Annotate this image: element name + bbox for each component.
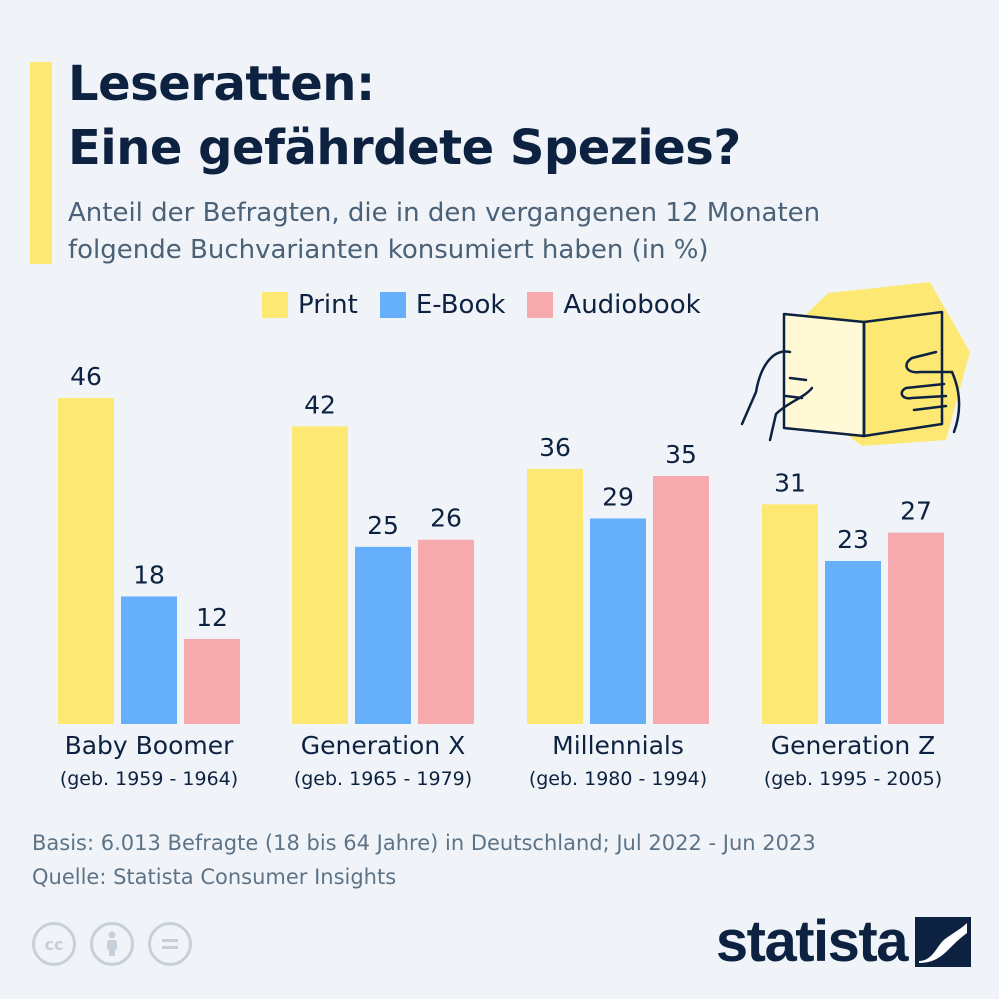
category-sublabel-generation-z: (geb. 1995 - 2005) [764,768,942,790]
person-icon [107,931,117,956]
data-label-generation-x-audiobook: 26 [430,504,462,533]
legend-swatch-ebook [379,292,406,318]
data-label-baby-boomer-audiobook: 12 [196,603,228,632]
bar-generation-z-print [762,504,818,724]
category-sublabel-generation-x: (geb. 1965 - 1979) [294,768,472,790]
legend-label-ebook: E-Book [415,290,506,320]
chart-legend: Print E-Book Audiobook [262,290,701,320]
legend-item-ebook: E-Book [379,290,506,320]
statista-logo[interactable]: statista [716,912,971,972]
cc-icon[interactable]: cc [32,922,76,966]
legend-swatch-print [262,292,288,318]
page-title: Leseratten: Eine gefährdete Spezies? [68,52,741,180]
bar-millennials-print [527,468,583,724]
nd-icon[interactable] [148,922,192,966]
category-label-millennials: Millennials [552,731,684,760]
subtitle-line-2: folgende Buchvarianten konsumiert haben … [68,235,709,265]
legend-item-print: Print [262,290,358,320]
category-sublabel-baby-boomer: (geb. 1959 - 1964) [60,768,238,790]
data-label-generation-x-e-book: 25 [367,511,399,540]
subtitle: Anteil der Befragten, die in den vergang… [68,195,820,269]
bar-generation-z-e-book [825,561,881,724]
legend-label-audiobook: Audiobook [563,290,701,320]
category-sublabel-millennials: (geb. 1980 - 1994) [529,768,707,790]
basis-note: Basis: 6.013 Befragte (18 bis 64 Jahre) … [32,831,816,855]
data-label-millennials-audiobook: 35 [665,440,697,469]
labels-layer: 46 18 12 Baby Boomer (geb. 1959 - 1964) 42 25 2… [60,362,942,790]
title-accent-bar [30,62,52,264]
data-label-generation-z-e-book: 23 [837,525,869,554]
bar-baby-boomer-print [58,398,114,724]
category-label-generation-z: Generation Z [771,731,936,760]
source-notes: Basis: 6.013 Befragte (18 bis 64 Jahre) … [32,826,816,894]
license-icons: cc [32,922,192,966]
legend-swatch-audiobook [527,292,554,318]
legend-item-audiobook: Audiobook [527,290,701,320]
legend-label-print: Print [298,290,358,320]
data-label-baby-boomer-e-book: 18 [133,560,165,589]
data-label-generation-z-audiobook: 27 [900,497,932,526]
statista-logo-icon [915,917,971,967]
bar-generation-x-print [292,426,348,724]
data-label-baby-boomer-print: 46 [70,362,102,391]
bars-layer [58,398,944,724]
bar-baby-boomer-e-book [121,596,177,724]
category-label-generation-x: Generation X [301,731,466,760]
subtitle-line-1: Anteil der Befragten, die in den vergang… [68,198,821,228]
title-line-2: Eine gefährdete Spezies? [68,120,741,176]
bar-generation-x-audiobook [418,539,474,724]
data-label-generation-x-print: 42 [304,390,336,419]
equals-icon [162,939,178,949]
title-line-1: Leseratten: [68,56,375,112]
category-label-baby-boomer: Baby Boomer [65,731,235,760]
bar-millennials-e-book [590,518,646,724]
source-note: Quelle: Statista Consumer Insights [32,865,397,889]
data-label-generation-z-print: 31 [774,468,806,497]
bar-generation-x-e-book [355,546,411,724]
bar-millennials-audiobook [653,475,709,724]
by-icon[interactable] [90,922,134,966]
data-label-millennials-print: 36 [539,433,571,462]
bar-generation-z-audiobook [888,532,944,724]
data-label-millennials-e-book: 29 [602,482,634,511]
logo-text: statista [715,909,909,974]
bar-baby-boomer-audiobook [184,638,240,724]
